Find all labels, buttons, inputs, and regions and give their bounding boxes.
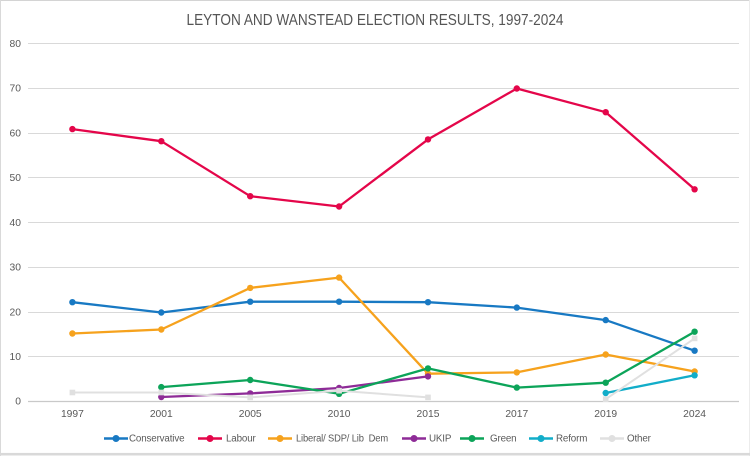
svg-text:30: 30 [10, 263, 22, 274]
svg-text:Labour: Labour [226, 434, 256, 445]
svg-text:50: 50 [10, 173, 22, 184]
svg-text:2010: 2010 [328, 409, 351, 420]
svg-text:10: 10 [10, 352, 22, 363]
svg-text:80: 80 [10, 39, 22, 50]
svg-text:Green: Green [490, 434, 516, 445]
svg-text:1997: 1997 [61, 409, 84, 420]
svg-text:UKIP: UKIP [429, 434, 452, 445]
svg-text:Reform: Reform [556, 434, 587, 445]
svg-text:2005: 2005 [239, 409, 262, 420]
svg-text:60: 60 [10, 128, 22, 139]
svg-text:0: 0 [15, 397, 21, 408]
svg-text:Liberal/ SDP/ Lib Dem: Liberal/ SDP/ Lib Dem [296, 434, 388, 445]
svg-text:2017: 2017 [505, 409, 528, 420]
svg-text:LEYTON AND WANSTEAD ELECTION R: LEYTON AND WANSTEAD ELECTION RESULTS, 19… [187, 12, 564, 29]
svg-text:2001: 2001 [150, 409, 173, 420]
svg-text:2019: 2019 [594, 409, 617, 420]
svg-text:70: 70 [10, 84, 22, 95]
svg-text:20: 20 [10, 307, 22, 318]
svg-text:Conservative: Conservative [129, 434, 185, 445]
svg-text:2024: 2024 [683, 409, 706, 420]
svg-text:2015: 2015 [417, 409, 440, 420]
svg-text:40: 40 [10, 218, 22, 229]
svg-text:Other: Other [627, 434, 652, 445]
